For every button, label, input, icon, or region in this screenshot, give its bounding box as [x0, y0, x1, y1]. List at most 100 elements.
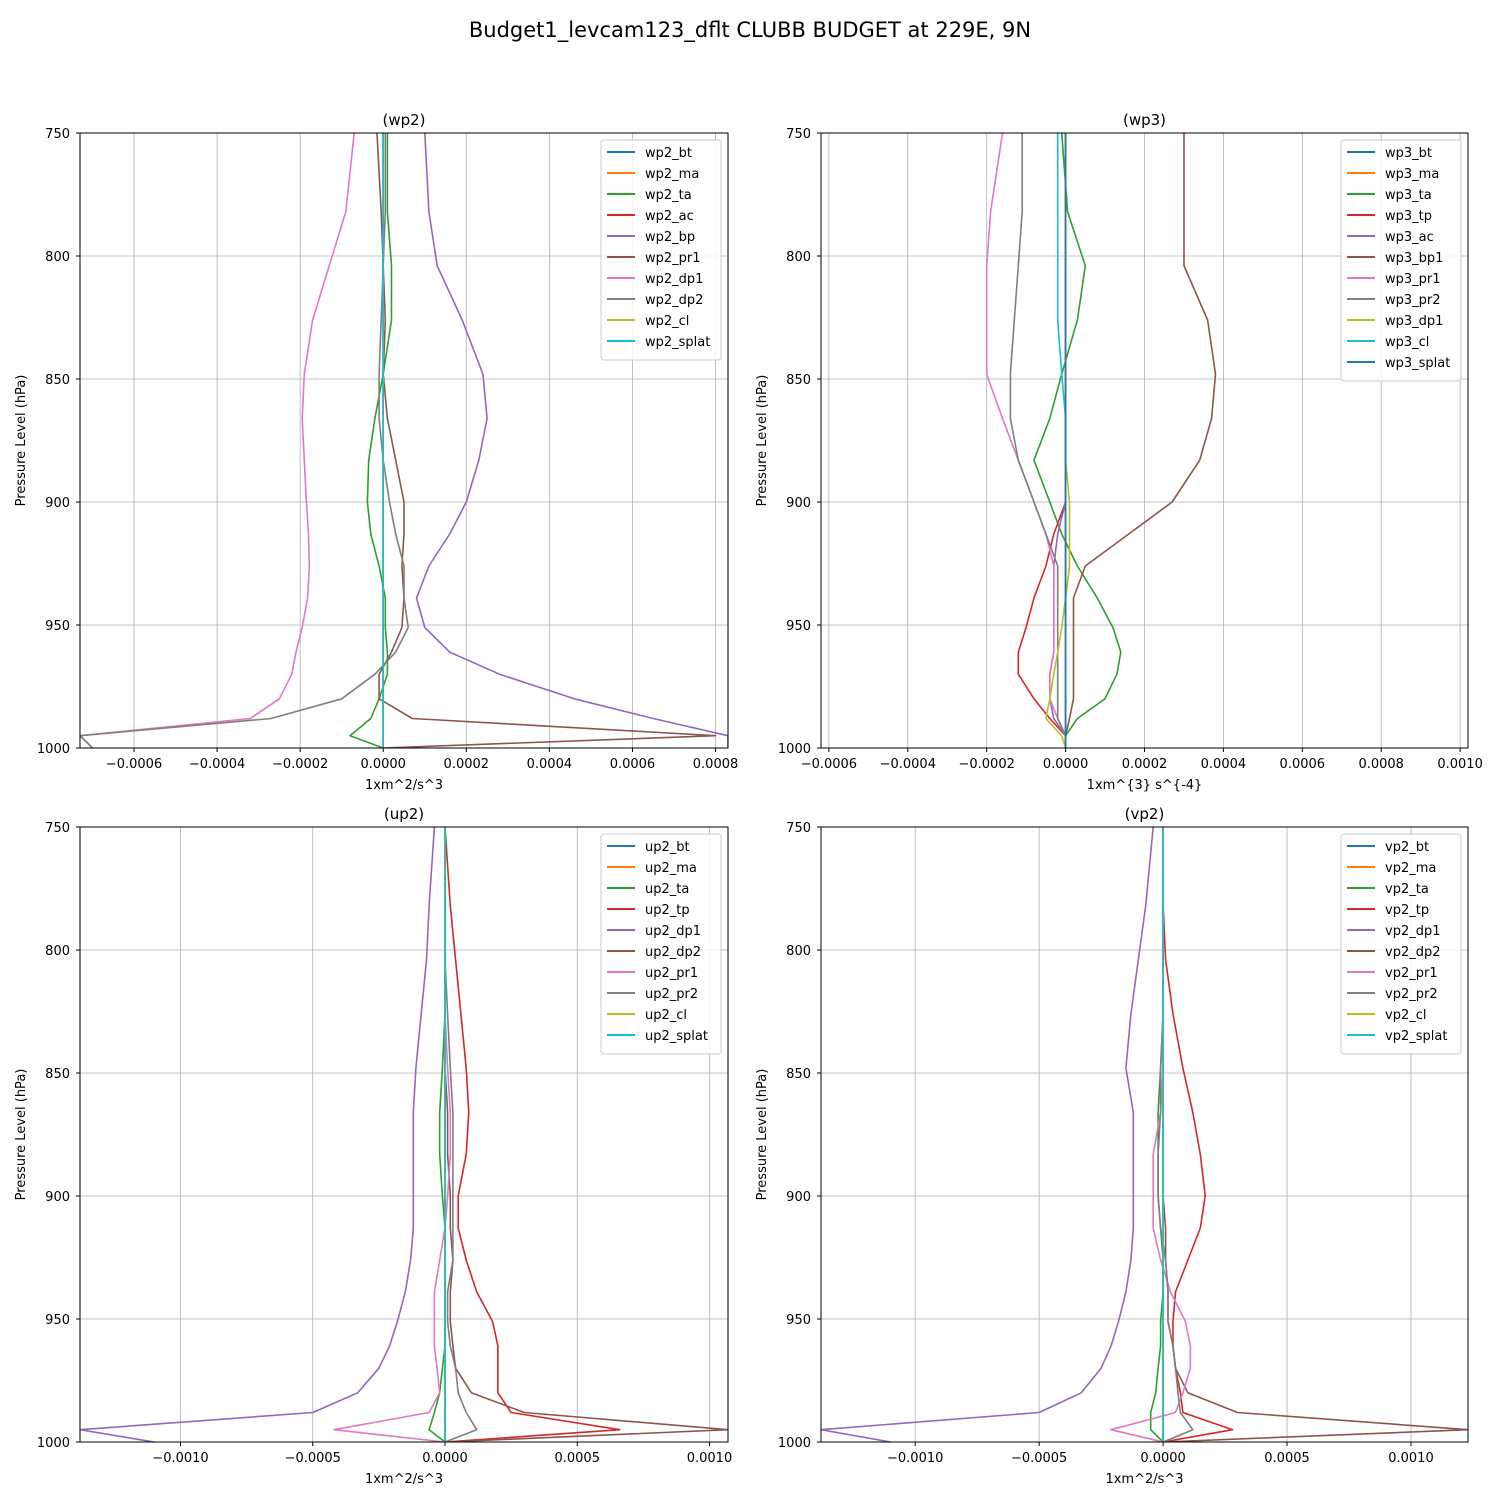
y-axis-label: Pressure Level (hPa) — [755, 1069, 770, 1201]
x-tick-label: −0.0004 — [880, 757, 936, 772]
y-tick-label: 750 — [45, 821, 70, 836]
legend-entry-label: wp2_bt — [645, 146, 692, 161]
x-tick-label: −0.0002 — [272, 757, 328, 772]
legend: vp2_bt vp2_ma vp2_ta vp2_tp vp2_dp1 vp2_dp2vp… — [1340, 833, 1462, 1055]
legend-entry-label: wp2_bp — [645, 230, 695, 245]
legend-entry-label: vp2_pr2 — [1385, 987, 1438, 1002]
x-tick-label: 0.0000 — [422, 1451, 468, 1466]
x-tick-label: −0.0002 — [958, 757, 1014, 772]
axes-frame — [79, 826, 729, 1443]
series-line-wp3_pr1 — [985, 133, 1067, 748]
x-tick-label: −0.0005 — [285, 1451, 341, 1466]
x-tick-label: −0.0004 — [189, 757, 245, 772]
x-tick-label: 0.0002 — [1122, 757, 1168, 772]
y-tick-label: 850 — [45, 373, 70, 388]
legend-entry-label: wp2_cl — [645, 314, 689, 329]
x-tick-label: 0.0010 — [687, 1451, 733, 1466]
legend-entry-label: wp2_ac — [645, 209, 694, 224]
legend-entry-label: up2_dp2 — [645, 945, 701, 960]
x-tick-label: 0.0004 — [1201, 757, 1247, 772]
legend-entry-label: vp2_cl — [1385, 1008, 1426, 1023]
x-tick-label: −0.0006 — [106, 757, 162, 772]
chart-panel-3: −0.0010 −0.0005 0.0000 0.0005 0.0010 750 800 85… — [14, 805, 732, 1487]
legend-entry-label: wp3_cl — [1385, 335, 1429, 350]
x-tick-label: 0.0006 — [610, 757, 656, 772]
y-tick-label: 950 — [786, 1313, 811, 1328]
y-tick-label: 800 — [45, 250, 70, 265]
y-tick-label: 850 — [786, 373, 811, 388]
panel-title: (vp2) — [1125, 805, 1165, 823]
x-tick-label: 0.0002 — [444, 757, 490, 772]
y-tick-label: 750 — [786, 821, 811, 836]
y-axis-label: Pressure Level (hPa) — [755, 375, 770, 507]
y-tick-label: 750 — [45, 127, 70, 142]
chart-panel-2: −0.0006 −0.0004 −0.0002 0.0000 0.0002 0.0004 0… — [755, 111, 1483, 793]
figure-title: Budget1_levcam123_dflt CLUBB BUDGET at 2… — [469, 18, 1031, 43]
legend-entry-label: wp3_bt — [1385, 146, 1432, 161]
y-tick-label: 1000 — [37, 1436, 70, 1451]
x-axis-label: 1xm^2/s^3 — [365, 778, 443, 793]
legend-entry-label: wp3_ac — [1385, 230, 1434, 245]
legend-entry-label: up2_ta — [645, 882, 689, 897]
y-tick-label: 900 — [786, 1190, 811, 1205]
legend: wp2_bt wp2_ma wp2_ta wp2_ac wp2_bp wp2_pr1 wp2… — [600, 139, 722, 361]
legend-entry-label: wp3_pr1 — [1385, 272, 1441, 287]
legend: up2_bt up2_ma up2_ta up2_tp up2_dp1 up2_dp2up… — [600, 833, 722, 1055]
legend-entry-label: vp2_bt — [1385, 840, 1429, 855]
series-line-up2_pr2 — [444, 827, 478, 1442]
legend-entry-label: vp2_dp2 — [1385, 945, 1441, 960]
x-tick-label: 0.0000 — [360, 757, 406, 772]
legend-entry-label: up2_cl — [645, 1008, 687, 1023]
y-axis-label: Pressure Level (hPa) — [14, 375, 29, 507]
x-tick-label: 0.0008 — [1358, 757, 1404, 772]
legend-entry-label: up2_pr1 — [645, 966, 698, 981]
x-tick-label: 0.0008 — [693, 757, 739, 772]
y-axis-label: Pressure Level (hPa) — [14, 1069, 29, 1201]
series-group — [821, 827, 1468, 1442]
x-tick-label: −0.0006 — [801, 757, 857, 772]
x-axis-label: 1xm^2/s^3 — [365, 1472, 443, 1487]
series-line-wp3_pr2 — [1009, 133, 1067, 748]
legend-entry-label: up2_bt — [645, 840, 690, 855]
x-tick-label: 0.0010 — [1437, 757, 1483, 772]
y-tick-label: 950 — [786, 619, 811, 634]
legend-entry-label: wp2_splat — [645, 335, 710, 350]
x-tick-label: 0.0000 — [1140, 1451, 1186, 1466]
legend-entry-label: vp2_tp — [1385, 903, 1429, 918]
legend-entry-label: up2_dp1 — [645, 924, 701, 939]
legend-entry-label: wp2_dp2 — [645, 293, 703, 308]
series-group — [80, 827, 728, 1442]
y-tick-label: 900 — [786, 496, 811, 511]
x-tick-label: 0.0010 — [1388, 1451, 1434, 1466]
series-group — [80, 133, 728, 748]
legend-entry-label: up2_splat — [645, 1029, 708, 1044]
y-tick-label: 800 — [786, 250, 811, 265]
y-tick-label: 950 — [45, 1313, 70, 1328]
y-tick-label: 900 — [45, 496, 70, 511]
axes-frame — [79, 132, 729, 749]
legend-entry-label: vp2_ma — [1385, 861, 1436, 876]
y-tick-label: 1000 — [778, 742, 811, 757]
series-line-wp2_dp1 — [80, 133, 355, 748]
series-line-vp2_dp1 — [821, 827, 1154, 1442]
chart-panel-1: −0.0006 −0.0004 −0.0002 0.0000 0.0002 0.0004 0… — [14, 111, 738, 793]
legend-entry-label: up2_pr2 — [645, 987, 698, 1002]
series-line-wp3_bp1 — [1064, 133, 1217, 748]
legend-entry-label: wp3_splat — [1385, 356, 1450, 371]
legend-entry-label: vp2_pr1 — [1385, 966, 1438, 981]
legend-entry-label: wp3_tp — [1385, 209, 1432, 224]
legend-entry-label: vp2_splat — [1385, 1029, 1447, 1044]
series-line-wp2_ta — [349, 133, 393, 748]
series-line-wp2_bp — [415, 133, 728, 748]
x-tick-label: −0.0010 — [152, 1451, 208, 1466]
legend-entry-label: up2_ma — [645, 861, 697, 876]
legend-entry-label: wp3_pr2 — [1385, 293, 1441, 308]
chart-panel-4: −0.0010 −0.0005 0.0000 0.0005 0.0010 750 800 85… — [755, 805, 1469, 1487]
y-tick-label: 900 — [45, 1190, 70, 1205]
panel-title: (wp3) — [1123, 111, 1166, 129]
legend-entry-label: wp2_pr1 — [645, 251, 701, 266]
legend-entry-label: vp2_dp1 — [1385, 924, 1441, 939]
series-line-up2_tp — [444, 827, 621, 1442]
panel-title: (up2) — [384, 805, 424, 823]
